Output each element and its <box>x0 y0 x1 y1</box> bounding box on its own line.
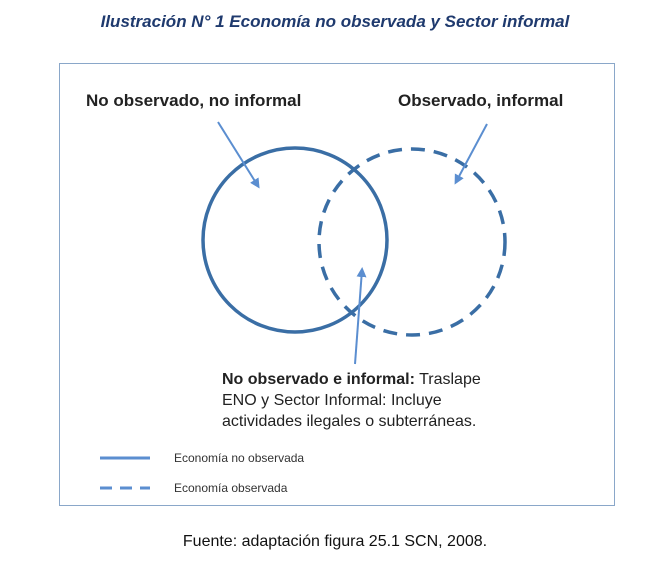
overlap-annotation: No observado e informal: Traslape ENO y … <box>222 369 481 432</box>
arrow-observado-informal <box>454 123 488 185</box>
figure-title: Ilustración N° 1 Economía no observada y… <box>100 12 570 31</box>
dashed-circle-observada <box>317 147 507 337</box>
diagram-frame <box>59 63 615 506</box>
label-no-observado-no-informal: No observado, no informal <box>86 91 302 110</box>
legend-label-no-observada: Economía no observada <box>174 451 305 465</box>
overlap-line1: Traslape <box>414 371 481 388</box>
solid-circle-no-observada <box>201 146 389 334</box>
arrow-overlap <box>354 267 367 365</box>
arrow-no-observado-no-informal <box>217 121 260 189</box>
overlap-line2: ENO y Sector Informal: Incluye <box>222 392 442 409</box>
overlap-heading: No observado e informal: <box>222 371 415 388</box>
label-observado-informal: Observado, informal <box>398 91 564 110</box>
overlap-line3: actividades ilegales o subterráneas. <box>222 413 477 430</box>
legend-label-observada: Economía observada <box>174 481 288 495</box>
source-caption: Fuente: adaptación figura 25.1 SCN, 2008… <box>182 533 488 550</box>
